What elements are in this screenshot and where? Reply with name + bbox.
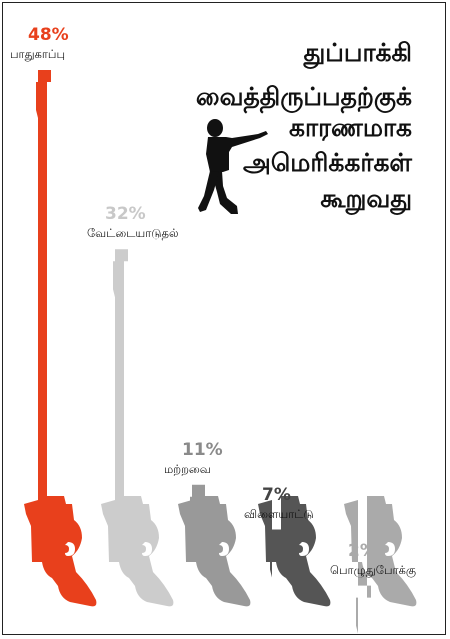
category-label-3: மற்றவை: [164, 461, 211, 476]
pointing-man-silhouette-icon: [198, 119, 268, 214]
revolver-bar-3: [178, 484, 251, 607]
revolver-trigger-4: [299, 542, 309, 556]
value-label-5: 2%: [348, 540, 377, 561]
category-label-1: பாதுகாப்பு: [10, 47, 66, 61]
category-label-4: விளையாட்டு: [244, 506, 314, 521]
category-label-5: பொழுதுபோக்கு: [330, 562, 417, 577]
revolver-trigger-5: [385, 542, 395, 556]
revolver-bar-4: [258, 496, 331, 607]
revolver-trigger-3: [219, 542, 229, 556]
value-label-4: 7%: [262, 484, 291, 505]
revolver-bar-1: [24, 70, 97, 607]
revolver-trigger-1: [65, 542, 75, 556]
revolver-bar-2: [101, 249, 174, 607]
title-line-5: கூறுவது: [320, 184, 412, 213]
category-label-2: வேட்டையாடுதல்: [87, 226, 179, 241]
title-line-3: காரணமாக: [289, 113, 412, 142]
value-label-1: 48%: [28, 25, 69, 45]
revolver-bar-5: [344, 496, 417, 634]
title-line-2: வைத்திருப்பதற்குக்: [195, 82, 412, 111]
value-label-2: 32%: [105, 204, 146, 225]
title-line-1: துப்பாக்கி: [303, 38, 412, 67]
revolver-trigger-2: [142, 542, 152, 556]
title-line-4: அமெரிக்கர்கள்: [243, 148, 412, 177]
value-label-3: 11%: [182, 439, 223, 460]
